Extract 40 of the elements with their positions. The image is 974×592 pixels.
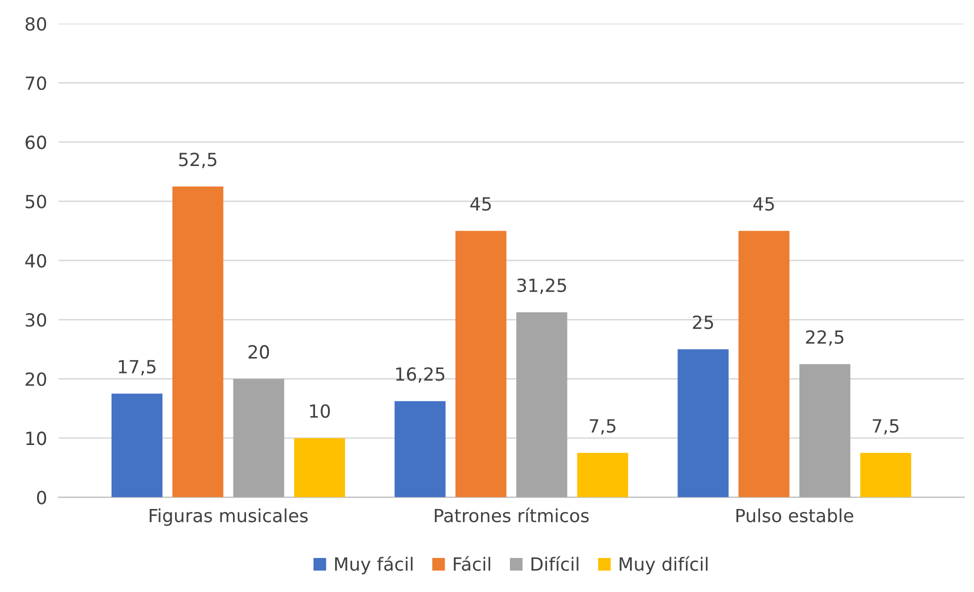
bar	[394, 401, 446, 498]
bar	[112, 394, 162, 498]
bar	[799, 364, 850, 498]
y-tick-label: 30	[26, 313, 46, 327]
bar	[738, 230, 790, 498]
y-tick-label: 20	[26, 372, 46, 386]
x-tick-label: Patrones rítmicos	[434, 508, 589, 522]
bar	[172, 186, 224, 498]
legend-label: Difícil	[532, 556, 578, 571]
data-label: 25	[692, 315, 714, 330]
y-tick-label: 80	[26, 17, 46, 31]
legend-label: Fácil	[454, 556, 490, 571]
y-tick-label: 10	[26, 432, 46, 446]
data-label: 7,5	[590, 419, 616, 435]
y-tick-label: 0	[37, 490, 46, 504]
x-tick-label: Pulso estable	[736, 508, 854, 522]
bar	[678, 349, 729, 498]
data-label: 20	[248, 345, 269, 359]
y-tick-label: 50	[26, 194, 46, 208]
data-label: 16,25	[396, 367, 444, 383]
data-label: 45	[470, 197, 491, 211]
data-label: 17,5	[118, 360, 156, 376]
legend-label: Muy fácil	[335, 556, 412, 574]
data-label: 7,5	[872, 419, 898, 435]
bar	[294, 438, 346, 498]
y-tick-label: 60	[26, 136, 46, 150]
bar	[233, 378, 284, 498]
data-label: 22,5	[806, 330, 844, 346]
y-tick-label: 40	[25, 254, 46, 268]
y-tick-label: 70	[26, 76, 46, 90]
bar	[577, 452, 628, 498]
x-tick-label: Figuras musicales	[150, 508, 308, 526]
bar	[860, 452, 912, 498]
legend-label: Muy difícil	[620, 556, 708, 574]
data-label: 45	[753, 197, 774, 211]
bar	[516, 312, 568, 498]
data-label: 52,5	[179, 152, 216, 168]
bar	[455, 230, 506, 498]
data-label: 31,25	[517, 278, 566, 294]
data-label: 10	[310, 404, 330, 418]
